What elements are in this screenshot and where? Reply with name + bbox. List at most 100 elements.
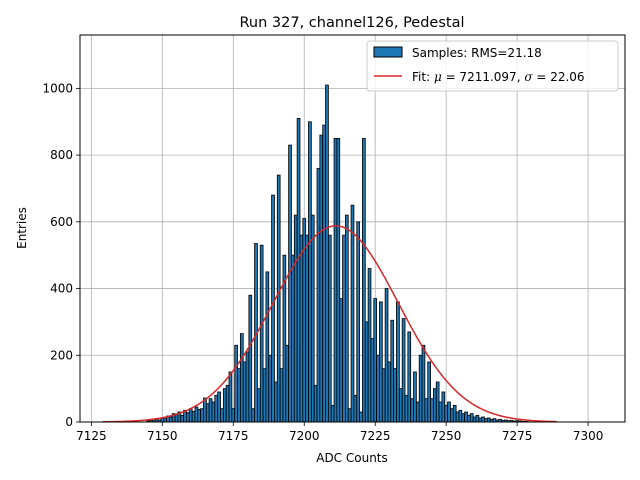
- histogram-bar: [308, 121, 312, 423]
- histogram-bar: [393, 368, 397, 423]
- histogram-bar: [427, 361, 431, 423]
- legend: Samples: RMS=21.18 Fit: μ = 7211.097, σ …: [366, 40, 619, 92]
- x-tick-label: 7125: [76, 429, 107, 443]
- histogram-bar: [342, 234, 346, 423]
- histogram-bar: [444, 404, 448, 423]
- histogram-bar: [222, 388, 227, 423]
- histogram-bar: [486, 417, 491, 423]
- histogram-bar: [475, 414, 480, 423]
- legend-hist-patch: [373, 46, 403, 58]
- histogram-bar: [285, 344, 290, 423]
- histogram-bar: [432, 388, 437, 423]
- x-tick-label: 7275: [502, 429, 533, 443]
- histogram-bar: [169, 416, 173, 423]
- histogram-bar: [325, 84, 329, 423]
- y-tick-label: 800: [50, 148, 73, 162]
- histogram-bar: [396, 301, 400, 423]
- histogram-bar: [234, 344, 238, 423]
- legend-box: [366, 40, 619, 92]
- histogram-bar: [359, 411, 363, 423]
- histogram-bar: [330, 404, 335, 423]
- x-axis-label: ADC Counts: [316, 451, 388, 465]
- histogram-bar: [467, 414, 471, 423]
- histogram-bar: [288, 144, 292, 423]
- histogram-bar: [401, 318, 406, 423]
- histogram-bar: [257, 388, 261, 423]
- histogram-bar: [259, 244, 264, 423]
- histogram-bar: [200, 408, 204, 423]
- histogram-bar: [276, 174, 281, 423]
- x-axis-ticks: 7125 7150 7175 7200 7225 7250 7275 7300: [76, 422, 603, 443]
- histogram-bar: [373, 298, 378, 423]
- histogram-bar: [404, 394, 409, 423]
- histogram-bar: [220, 408, 224, 423]
- histogram-bar: [279, 368, 284, 423]
- histogram-bar: [319, 134, 324, 423]
- histogram-bar: [291, 254, 295, 423]
- histogram-bar: [353, 394, 358, 423]
- y-tick-label: 600: [50, 215, 73, 229]
- histogram-bar: [421, 344, 426, 423]
- histogram-bar: [367, 268, 372, 423]
- y-tick-label: 400: [50, 282, 73, 296]
- histogram-bar: [350, 204, 355, 423]
- histogram-bar: [322, 124, 326, 423]
- histogram-bar: [424, 398, 429, 423]
- y-tick-label: 1000: [42, 81, 73, 95]
- legend-fit-sigma-value: = 22.06: [533, 70, 585, 84]
- histogram-bar: [225, 384, 230, 423]
- histogram-bar: [217, 391, 221, 423]
- histogram-bar: [310, 214, 315, 423]
- histogram-bar: [478, 417, 483, 423]
- histogram-bar: [228, 371, 233, 423]
- histogram-bar: [492, 418, 497, 423]
- histogram-bar: [296, 118, 301, 423]
- legend-fit-mu-value: = 7211.097,: [442, 70, 525, 84]
- histogram-bar: [472, 416, 477, 423]
- histogram-bar: [208, 398, 213, 423]
- histogram-bar: [327, 234, 332, 423]
- histogram-bar: [237, 368, 241, 423]
- chart-title: Run 327, channel126, Pedestal: [239, 15, 464, 31]
- legend-fit-mu-symbol: μ: [434, 70, 442, 84]
- histogram-bar: [313, 384, 318, 423]
- histogram-bar: [441, 391, 446, 423]
- histogram-bar: [464, 411, 468, 423]
- x-tick-label: 7225: [360, 429, 391, 443]
- histogram-bar: [481, 416, 485, 423]
- legend-hist-label: Samples: RMS=21.18: [412, 46, 542, 60]
- histogram-bar: [398, 388, 403, 423]
- histogram-bar: [347, 408, 352, 423]
- histogram-bar: [461, 413, 466, 423]
- histogram-bar: [484, 418, 488, 423]
- x-tick-label: 7300: [573, 429, 604, 443]
- histogram-bar: [413, 371, 417, 423]
- histogram-bar: [384, 288, 389, 423]
- histogram-bar: [452, 404, 457, 423]
- histogram-bar: [362, 138, 366, 423]
- fit-curve: [102, 225, 557, 423]
- legend-fit-prefix: Fit:: [412, 70, 434, 84]
- x-tick-label: 7250: [431, 429, 462, 443]
- histogram-bar: [418, 354, 423, 423]
- histogram-bar: [333, 138, 338, 423]
- histogram-bar: [203, 397, 207, 423]
- histogram-bar: [174, 414, 179, 423]
- histogram-bar: [268, 354, 273, 423]
- histogram-bar: [450, 408, 454, 423]
- histogram-bar: [469, 413, 474, 423]
- histogram-bar: [251, 408, 255, 423]
- histogram-bar: [205, 403, 210, 423]
- histogram-bar: [188, 408, 193, 423]
- histogram-bar: [447, 401, 451, 423]
- x-tick-label: 7150: [147, 429, 178, 443]
- histogram-bar: [415, 401, 420, 423]
- y-tick-label: 200: [50, 348, 73, 362]
- histogram-bar: [370, 338, 375, 423]
- histogram-bar: [248, 294, 253, 423]
- histogram-bar: [344, 214, 349, 423]
- histogram-bar: [339, 298, 343, 423]
- histogram-bar: [180, 414, 185, 423]
- histogram-bar: [242, 361, 247, 423]
